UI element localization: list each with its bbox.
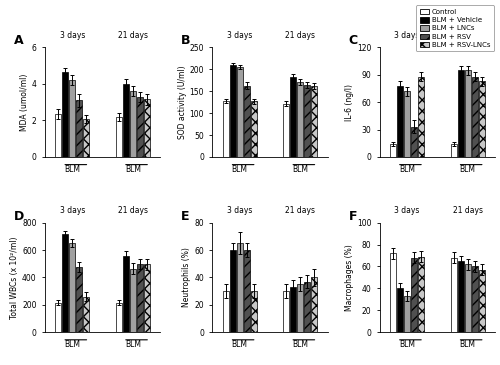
Bar — [144, 99, 150, 157]
Text: D: D — [14, 210, 24, 223]
Bar — [397, 288, 403, 332]
Bar — [123, 255, 129, 332]
Bar — [76, 100, 82, 157]
Bar — [70, 80, 75, 157]
Bar — [116, 303, 122, 332]
Bar — [116, 117, 122, 157]
Text: 21 days: 21 days — [286, 31, 316, 40]
Text: C: C — [348, 34, 358, 47]
Bar — [56, 303, 62, 332]
Bar — [478, 270, 484, 332]
Bar — [390, 144, 396, 157]
Bar — [83, 119, 89, 157]
Y-axis label: IL-6 (ng/l): IL-6 (ng/l) — [345, 84, 354, 121]
Text: F: F — [348, 210, 357, 223]
Bar — [244, 250, 250, 332]
Text: 3 days: 3 days — [394, 31, 419, 40]
Text: 3 days: 3 days — [394, 206, 419, 215]
Text: 21 days: 21 days — [452, 31, 482, 40]
Bar — [298, 82, 304, 157]
Text: 3 days: 3 days — [227, 206, 252, 215]
Bar — [230, 250, 235, 332]
Text: 21 days: 21 days — [452, 206, 482, 215]
Bar — [450, 258, 457, 332]
Text: 3 days: 3 days — [60, 31, 85, 40]
Bar — [250, 101, 256, 157]
Text: 21 days: 21 days — [118, 31, 148, 40]
Bar — [236, 243, 242, 332]
Bar — [130, 269, 136, 332]
Bar — [284, 291, 290, 332]
Text: B: B — [181, 34, 190, 47]
Text: E: E — [181, 210, 190, 223]
Bar — [458, 261, 464, 332]
Bar — [62, 72, 68, 157]
Bar — [418, 257, 424, 332]
Y-axis label: Neutrophils (%): Neutrophils (%) — [182, 247, 192, 307]
Bar — [472, 266, 478, 332]
Bar — [222, 291, 228, 332]
Bar — [404, 296, 410, 332]
Bar — [244, 85, 250, 157]
Bar — [312, 277, 318, 332]
Bar — [83, 296, 89, 332]
Bar — [472, 77, 478, 157]
Bar — [230, 65, 235, 157]
Bar — [464, 70, 470, 157]
Bar — [137, 97, 143, 157]
Bar — [144, 264, 150, 332]
Bar — [290, 77, 296, 157]
Bar — [284, 104, 290, 157]
Bar — [464, 264, 470, 332]
Bar — [130, 91, 136, 157]
Bar — [450, 144, 457, 157]
Bar — [411, 258, 417, 332]
Text: 3 days: 3 days — [60, 206, 85, 215]
Legend: Control, BLM + Vehicle, BLM + LNCs, BLM + RSV, BLM + RSV-LNCs: Control, BLM + Vehicle, BLM + LNCs, BLM … — [416, 5, 494, 51]
Y-axis label: SOD activity (U/ml): SOD activity (U/ml) — [178, 65, 186, 139]
Bar — [290, 287, 296, 332]
Bar — [236, 67, 242, 157]
Bar — [404, 91, 410, 157]
Text: A: A — [14, 34, 24, 47]
Y-axis label: Macrophages (%): Macrophages (%) — [345, 244, 354, 311]
Bar — [418, 77, 424, 157]
Bar — [397, 86, 403, 157]
Bar — [56, 114, 62, 157]
Bar — [222, 101, 228, 157]
Bar — [76, 267, 82, 332]
Bar — [123, 84, 129, 157]
Bar — [304, 281, 310, 332]
Bar — [70, 243, 75, 332]
Y-axis label: Total WBCs (x 10²/ml): Total WBCs (x 10²/ml) — [10, 236, 20, 319]
Bar — [298, 284, 304, 332]
Bar — [390, 253, 396, 332]
Text: 3 days: 3 days — [227, 31, 252, 40]
Text: 21 days: 21 days — [286, 206, 316, 215]
Bar — [62, 234, 68, 332]
Bar — [478, 81, 484, 157]
Bar — [250, 291, 256, 332]
Y-axis label: MDA (umol/ml): MDA (umol/ml) — [20, 73, 29, 131]
Bar — [312, 86, 318, 157]
Bar — [137, 264, 143, 332]
Bar — [411, 127, 417, 157]
Bar — [458, 70, 464, 157]
Text: 21 days: 21 days — [118, 206, 148, 215]
Bar — [304, 85, 310, 157]
